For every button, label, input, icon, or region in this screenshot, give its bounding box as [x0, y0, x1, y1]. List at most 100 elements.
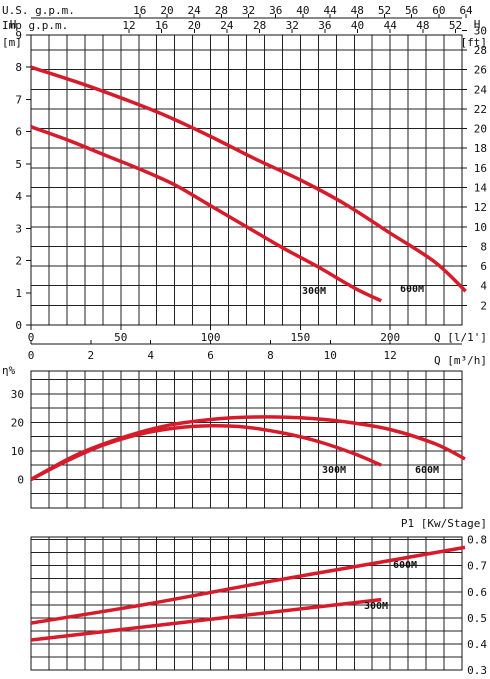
head-ft-tick-label: 28: [474, 44, 487, 57]
panel-frames: [26, 14, 467, 671]
power-y-tick-label: 0.4: [467, 638, 487, 651]
imp-gpm-axis-title: Imp g.p.m.: [2, 19, 68, 32]
grid-lines: [31, 35, 462, 670]
imp-gpm-tick-label: 24: [220, 19, 234, 32]
us-gpm-tick-label: 20: [160, 4, 173, 17]
eff-y-tick-label: 30: [11, 388, 24, 401]
flow-m3h-tick-label: 8: [267, 349, 274, 362]
head-ft-tick-label: 18: [474, 142, 487, 155]
head-y-tick-label: 4: [15, 190, 22, 203]
head-y-axis-letter: H: [10, 18, 17, 31]
head-ft-tick-label: 8: [480, 240, 487, 253]
head-ft-tick-label: 6: [480, 260, 487, 273]
us-gpm-tick-label: 28: [215, 4, 228, 17]
head-ft-tick-label: 22: [474, 103, 487, 116]
power-series-label-600m: 600M: [393, 560, 417, 571]
head-ft-tick-label: 4: [480, 280, 487, 293]
head-curve-300m: [30, 125, 382, 303]
us-gpm-tick-label: 44: [323, 4, 337, 17]
eff-y-tick-label: 20: [11, 416, 24, 429]
head-series-label-300m: 300M: [302, 286, 326, 297]
power-y-tick-label: 0.7: [467, 560, 487, 573]
us-gpm-tick-label: 16: [133, 4, 146, 17]
power-panel-frame: [30, 536, 463, 671]
head-y-tick-label: 0: [15, 319, 22, 332]
power-curve-600m: [30, 545, 466, 625]
head-y-tick-label: 8: [15, 61, 22, 74]
imp-gpm-tick-label: 36: [318, 19, 331, 32]
head-ft-axis-letter: H: [474, 18, 481, 31]
head-x-axis-title: Q [l/1']: [434, 331, 487, 344]
imp-gpm-tick-label: 52: [449, 19, 462, 32]
head-y-tick-label: 5: [15, 158, 22, 171]
head-panel-frame: [30, 34, 463, 326]
us-gpm-tick-label: 48: [351, 4, 364, 17]
eff-series-label-300m: 300M: [322, 465, 346, 476]
power-series-label-300m: 300M: [364, 601, 388, 612]
us-gpm-tick-label: 24: [188, 4, 202, 17]
imp-gpm-tick-label: 40: [351, 19, 364, 32]
eff-y-tick-label: 0: [17, 473, 24, 486]
head-ft-tick-label: 26: [474, 64, 487, 77]
us-gpm-tick-label: 40: [296, 4, 309, 17]
flow-m3h-tick-label: 10: [324, 349, 337, 362]
power-curve-300m: [30, 597, 382, 642]
flow-m3h-tick-label: 2: [88, 349, 95, 362]
us-gpm-tick-label: 32: [242, 4, 255, 17]
head-x-tick-label: 50: [114, 331, 127, 344]
flow-m3h-tick-label: 12: [384, 349, 397, 362]
head-ft-tick-label: 10: [474, 221, 487, 234]
head-y-tick-label: 1: [15, 287, 22, 300]
imp-gpm-tick-label: 32: [286, 19, 299, 32]
head-x-tick-label: 200: [380, 331, 400, 344]
flow-m3h-tick-label: 6: [207, 349, 214, 362]
us-gpm-axis-title: U.S. g.p.m.: [2, 4, 75, 17]
imp-gpm-tick-label: 44: [384, 19, 398, 32]
imp-gpm-tick-label: 48: [416, 19, 429, 32]
head-series-label-600m: 600M: [400, 284, 424, 295]
head-y-tick-label: 2: [15, 255, 22, 268]
head-x-tick-label: 100: [201, 331, 221, 344]
head-y-axis-unit: [m]: [2, 36, 22, 49]
flow-m3h-tick-label: 0: [28, 349, 35, 362]
eff-panel-frame: [30, 370, 463, 509]
head-y-tick-label: 7: [15, 93, 22, 106]
eff-curve-600m: [30, 415, 466, 482]
us-gpm-tick-label: 36: [269, 4, 282, 17]
data-curves: [30, 65, 467, 642]
head-ft-tick-label: 2: [480, 299, 487, 312]
head-y-tick-label: 6: [15, 126, 22, 139]
eff-y-tick-label: 10: [11, 445, 24, 458]
eff-y-axis-title: η%: [2, 364, 16, 377]
power-y-tick-label: 0.5: [467, 612, 487, 625]
us-gpm-tick-label: 56: [405, 4, 418, 17]
head-x-tick-label: 0: [28, 331, 35, 344]
head-ft-tick-label: 30: [474, 24, 487, 37]
head-y-tick-label: 3: [15, 222, 22, 235]
head-ft-tick-label: 12: [474, 201, 487, 214]
power-y-tick-label: 0.3: [467, 664, 487, 677]
eff-series-label-600m: 600M: [415, 465, 439, 476]
imp-gpm-tick-label: 20: [188, 19, 201, 32]
series-labels: 300M 600M 300M 600M 300M 600M: [302, 284, 439, 612]
us-gpm-tick-label: 60: [432, 4, 445, 17]
flow-m3h-tick-label: 4: [147, 349, 154, 362]
head-curve-600m: [30, 65, 467, 293]
head-ft-tick-label: 20: [474, 123, 487, 136]
head-ft-axis-unit: [ft]: [461, 36, 488, 49]
head-y-tick-label: 9: [15, 29, 22, 42]
flow-m3h-axis-title: Q [m³/h]: [434, 354, 487, 367]
imp-gpm-tick-label: 28: [253, 19, 266, 32]
us-gpm-tick-label: 64: [459, 4, 473, 17]
power-y-tick-label: 0.8: [467, 534, 487, 547]
head-ft-tick-label: 16: [474, 162, 487, 175]
power-y-tick-label: 0.6: [467, 586, 487, 599]
power-y-axis-title: P1 [Kw/Stage]: [401, 517, 487, 530]
head-ft-tick-label: 24: [474, 83, 488, 96]
head-ft-tick-label: 14: [474, 182, 488, 195]
imp-gpm-tick-label: 16: [155, 19, 168, 32]
imp-gpm-tick-label: 12: [122, 19, 135, 32]
us-gpm-tick-label: 52: [378, 4, 391, 17]
